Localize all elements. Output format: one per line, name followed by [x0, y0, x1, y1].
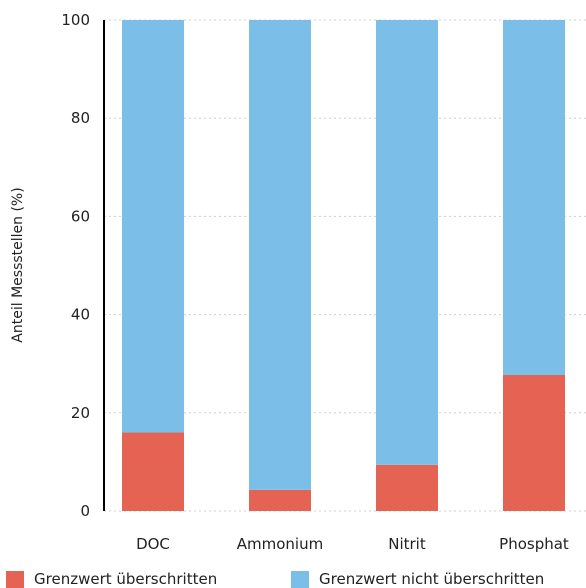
legend: Grenzwert überschritten Grenzwert nicht ü… — [6, 570, 544, 588]
legend-swatch — [6, 571, 24, 588]
bars — [122, 20, 565, 511]
legend-swatch — [291, 571, 309, 588]
bar-segment-exceeded — [376, 464, 438, 511]
x-tick-label: Ammonium — [237, 535, 323, 553]
bar-segment-exceeded — [503, 374, 565, 511]
legend-label: Grenzwert überschritten — [34, 570, 217, 588]
bar-segment-not-exceeded — [122, 20, 184, 433]
y-tick-label: 20 — [71, 404, 90, 422]
bar-segment-exceeded — [122, 432, 184, 511]
bar-segment-not-exceeded — [376, 20, 438, 465]
x-tick-label: Nitrit — [388, 535, 426, 553]
y-tick-labels: 0 20 40 60 80 100 — [61, 11, 90, 520]
bar-segment-exceeded — [249, 489, 311, 511]
y-tick-label: 100 — [61, 11, 90, 29]
y-tick-label: 0 — [80, 502, 90, 520]
y-tick-label: 60 — [71, 207, 90, 225]
y-tick-label: 80 — [71, 109, 90, 127]
x-tick-labels: DOC Ammonium Nitrit Phosphat — [136, 535, 569, 553]
x-tick-label: DOC — [136, 535, 170, 553]
legend-label: Grenzwert nicht überschritten — [319, 570, 544, 588]
y-axis-label: Anteil Messstellen (%) — [10, 187, 26, 342]
y-tick-label: 40 — [71, 306, 90, 324]
bar-segment-not-exceeded — [249, 20, 311, 490]
bar-segment-not-exceeded — [503, 20, 565, 375]
x-tick-label: Phosphat — [499, 535, 569, 553]
